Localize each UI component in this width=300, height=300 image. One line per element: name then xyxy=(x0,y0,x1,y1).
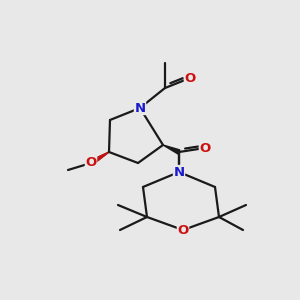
Text: N: N xyxy=(173,166,184,178)
Text: O: O xyxy=(177,224,189,236)
Polygon shape xyxy=(90,152,109,165)
Text: O: O xyxy=(200,142,211,154)
Polygon shape xyxy=(90,152,109,165)
Text: O: O xyxy=(184,71,196,85)
Text: O: O xyxy=(85,157,97,169)
Polygon shape xyxy=(163,145,180,154)
Text: N: N xyxy=(134,101,146,115)
